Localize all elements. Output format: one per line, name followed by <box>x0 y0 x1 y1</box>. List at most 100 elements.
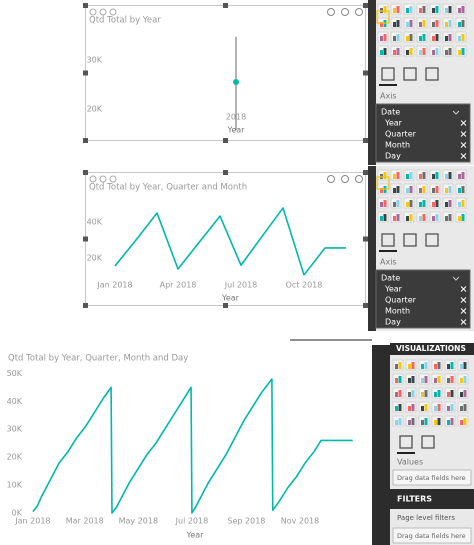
pane-tab-icon[interactable] <box>381 233 395 247</box>
remove-icon[interactable] <box>460 131 467 137</box>
field-item: Day <box>385 152 401 161</box>
remove-icon[interactable] <box>460 142 467 148</box>
dropdown-arrow[interactable] <box>452 110 460 115</box>
pane-tab-icon[interactable] <box>381 67 395 81</box>
header-icon[interactable] <box>341 175 349 183</box>
pane-tab-icon[interactable] <box>421 435 435 449</box>
icon-glyph <box>406 202 409 207</box>
resize-handle[interactable] <box>83 236 88 242</box>
resize-handle[interactable] <box>83 70 88 76</box>
icon-glyph <box>447 378 450 383</box>
icon-glyph <box>437 404 441 411</box>
header-icon[interactable] <box>99 175 107 183</box>
icon-glyph <box>447 392 450 397</box>
remove-icon[interactable] <box>460 153 467 159</box>
header-icon[interactable] <box>99 8 107 16</box>
icon-glyph <box>458 8 461 13</box>
icon-glyph <box>421 406 424 411</box>
panel-edge <box>368 166 376 331</box>
drop-zone[interactable] <box>392 469 472 486</box>
resize-handle[interactable] <box>83 138 88 143</box>
icon-glyph <box>396 172 400 179</box>
header-icon[interactable] <box>89 8 97 16</box>
header-icon[interactable] <box>341 8 349 16</box>
icon-glyph <box>419 50 422 55</box>
icon-glyph <box>460 364 463 369</box>
icon-glyph <box>424 404 428 411</box>
icon-glyph <box>408 378 411 383</box>
field-item: Quarter <box>385 296 417 305</box>
x-axis-label: Year <box>186 531 205 540</box>
header-icon[interactable] <box>355 175 363 183</box>
remove-icon[interactable] <box>460 308 467 314</box>
pane-tab-icon[interactable] <box>403 233 417 247</box>
icon-glyph <box>432 216 435 221</box>
icon-glyph <box>406 50 409 55</box>
selected-visual[interactable] <box>376 176 390 190</box>
icon-glyph <box>424 418 428 425</box>
icon-glyph <box>411 390 415 397</box>
y-tick-label: 10K <box>7 481 23 490</box>
pane-tab-icon[interactable] <box>403 67 417 81</box>
icon-glyph <box>445 50 448 55</box>
icon-glyph <box>419 22 422 27</box>
icon-glyph <box>437 362 441 369</box>
data-line <box>32 378 353 514</box>
icon-glyph <box>396 20 400 27</box>
dropdown-arrow[interactable] <box>452 276 460 281</box>
resize-handle[interactable] <box>83 303 88 308</box>
icon-glyph <box>461 214 465 221</box>
filters-header: FILTERS <box>397 495 432 504</box>
resize-handle[interactable] <box>223 138 228 143</box>
drop-zone[interactable] <box>392 527 472 544</box>
resize-handle[interactable] <box>83 170 88 175</box>
icon-glyph <box>383 34 387 41</box>
header-icon[interactable] <box>109 8 117 16</box>
header-icon[interactable] <box>109 175 117 183</box>
icon-glyph <box>445 22 448 27</box>
resize-handle[interactable] <box>363 303 368 308</box>
resize-handle[interactable] <box>363 170 368 175</box>
header-icon[interactable] <box>355 8 363 16</box>
remove-icon[interactable] <box>460 120 467 126</box>
resize-handle[interactable] <box>223 3 228 8</box>
resize-handle[interactable] <box>363 138 368 143</box>
icon-glyph <box>406 188 409 193</box>
y-tick-label: 40K <box>7 397 23 406</box>
filters-label: Page level filters <box>397 514 455 522</box>
icon-glyph <box>460 420 463 425</box>
x-tick-label: Jan 2018 <box>14 517 50 526</box>
pane-tab-icon[interactable] <box>425 67 439 81</box>
icon-glyph <box>380 202 383 207</box>
resize-handle[interactable] <box>83 3 88 8</box>
y-tick-label: 20K <box>87 254 103 263</box>
icon-glyph <box>419 36 422 41</box>
header-icon[interactable] <box>327 8 335 16</box>
pane-tab-icon[interactable] <box>399 435 413 449</box>
resize-handle[interactable] <box>223 303 228 308</box>
icon-glyph <box>432 50 435 55</box>
icon-glyph <box>445 8 448 13</box>
icon-glyph <box>393 50 396 55</box>
remove-icon[interactable] <box>460 286 467 292</box>
pane-tab-icon[interactable] <box>425 233 439 247</box>
remove-icon[interactable] <box>460 319 467 325</box>
icon-glyph <box>448 186 452 193</box>
icon-glyph <box>434 420 437 425</box>
resize-handle[interactable] <box>363 70 368 76</box>
icon-glyph <box>445 36 448 41</box>
header-icon[interactable] <box>89 175 97 183</box>
icon-glyph <box>411 418 415 425</box>
selected-visual[interactable] <box>376 10 390 24</box>
resize-handle[interactable] <box>363 236 368 242</box>
resize-handle[interactable] <box>363 3 368 8</box>
icon-glyph <box>398 362 402 369</box>
icon-glyph <box>408 406 411 411</box>
icon-glyph <box>448 6 452 13</box>
icon-glyph <box>432 202 435 207</box>
header-icon[interactable] <box>327 175 335 183</box>
remove-icon[interactable] <box>460 297 467 303</box>
x-tick-label: Nov 2018 <box>281 517 320 526</box>
resize-handle[interactable] <box>223 170 228 175</box>
